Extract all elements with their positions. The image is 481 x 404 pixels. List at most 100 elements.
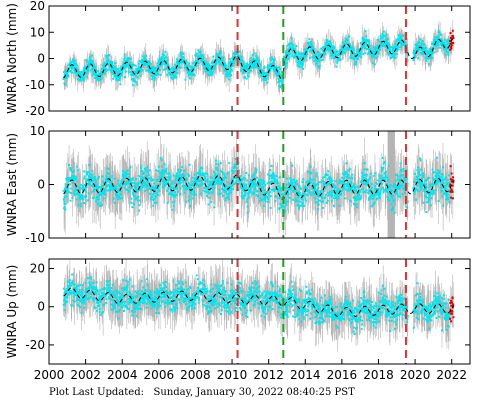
obs-point xyxy=(172,194,175,197)
obs-point xyxy=(156,62,159,65)
obs-point xyxy=(163,163,166,166)
obs-point xyxy=(363,45,366,48)
recent-point xyxy=(449,42,452,45)
obs-point xyxy=(98,194,101,197)
obs-point xyxy=(173,191,176,194)
obs-point xyxy=(206,178,209,181)
obs-point xyxy=(142,179,145,182)
obs-point xyxy=(445,44,448,47)
obs-point xyxy=(302,205,305,208)
obs-point xyxy=(234,58,237,61)
obs-point xyxy=(106,58,109,61)
obs-point xyxy=(277,72,280,75)
obs-point xyxy=(328,43,331,46)
obs-point xyxy=(190,191,193,194)
y-tick-label: 0 xyxy=(37,52,45,66)
obs-point xyxy=(71,180,74,183)
obs-point xyxy=(304,199,307,202)
obs-point xyxy=(198,170,201,173)
obs-point xyxy=(99,205,102,208)
obs-point xyxy=(413,51,416,54)
obs-point xyxy=(180,177,183,180)
obs-point xyxy=(207,203,210,206)
obs-point xyxy=(185,184,188,187)
obs-point xyxy=(294,193,297,196)
obs-point xyxy=(259,197,262,200)
obs-point xyxy=(125,188,128,191)
obs-point xyxy=(145,62,148,65)
obs-point xyxy=(306,186,309,189)
obs-point xyxy=(174,187,177,190)
obs-point xyxy=(301,59,304,62)
obs-point xyxy=(264,200,267,203)
obs-point xyxy=(88,65,91,68)
obs-point xyxy=(390,46,393,49)
obs-point xyxy=(174,67,177,70)
obs-point xyxy=(92,66,95,69)
obs-point xyxy=(376,48,379,51)
obs-point xyxy=(387,42,390,45)
obs-point xyxy=(155,73,158,76)
obs-point xyxy=(73,175,76,178)
obs-point xyxy=(277,188,280,191)
obs-point xyxy=(189,69,192,72)
obs-point xyxy=(446,38,449,41)
obs-point xyxy=(203,63,206,66)
obs-point xyxy=(243,75,246,78)
obs-point xyxy=(228,162,231,165)
recent-point xyxy=(450,47,453,50)
obs-point xyxy=(243,189,246,192)
obs-point xyxy=(192,66,195,69)
obs-point xyxy=(87,67,90,70)
obs-point xyxy=(171,201,174,204)
obs-point xyxy=(289,180,292,183)
obs-point xyxy=(276,186,279,189)
obs-point xyxy=(195,52,198,55)
obs-point xyxy=(174,70,177,73)
obs-point xyxy=(99,190,102,193)
obs-point xyxy=(295,189,298,192)
obs-point xyxy=(213,183,216,186)
obs-point xyxy=(270,66,273,69)
obs-point xyxy=(223,175,226,178)
obs-point xyxy=(76,180,79,183)
obs-point xyxy=(245,179,248,182)
obs-point xyxy=(361,46,364,49)
obs-point xyxy=(309,171,312,174)
obs-point xyxy=(277,71,280,74)
obs-point xyxy=(154,196,157,199)
obs-point xyxy=(204,70,207,73)
obs-point xyxy=(157,65,160,68)
obs-point xyxy=(308,189,311,192)
obs-point xyxy=(223,190,226,193)
obs-point xyxy=(242,64,245,67)
obs-point xyxy=(293,180,296,183)
obs-point xyxy=(92,72,95,75)
obs-point xyxy=(79,195,82,198)
obs-point xyxy=(434,39,437,42)
obs-point xyxy=(226,173,229,176)
obs-point xyxy=(129,180,132,183)
obs-point xyxy=(241,182,244,185)
obs-point xyxy=(304,55,307,58)
obs-point xyxy=(116,75,119,78)
obs-point xyxy=(140,61,143,64)
obs-point xyxy=(241,186,244,189)
obs-point xyxy=(253,61,256,64)
obs-point xyxy=(257,190,260,193)
obs-point xyxy=(153,74,156,77)
obs-point xyxy=(206,181,209,184)
obs-point xyxy=(420,42,423,45)
obs-point xyxy=(386,49,389,52)
obs-point xyxy=(215,162,218,165)
obs-point xyxy=(102,188,105,191)
obs-point xyxy=(316,194,319,197)
obs-point xyxy=(121,69,124,72)
obs-point xyxy=(136,72,139,75)
obs-point xyxy=(207,65,210,68)
obs-point xyxy=(78,79,81,82)
obs-point xyxy=(287,58,290,61)
obs-point xyxy=(253,59,256,62)
obs-point xyxy=(291,54,294,57)
obs-point xyxy=(197,185,200,188)
